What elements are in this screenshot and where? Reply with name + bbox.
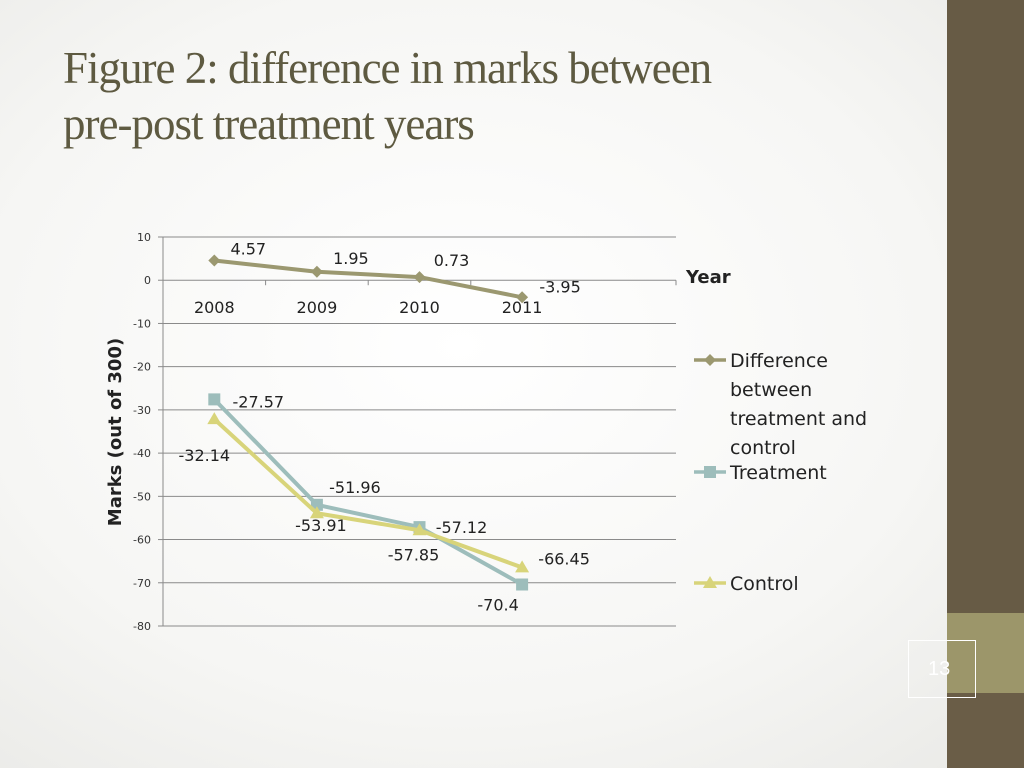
treatment-point [208, 393, 221, 406]
difference-data-label: 4.57 [230, 239, 266, 258]
slide-title-line-2: pre-post treatment years [63, 99, 475, 149]
y-tick-label: -30 [133, 404, 151, 417]
y-tick-label: -10 [133, 317, 151, 330]
difference-legend-marker [704, 354, 716, 366]
difference-legend-label: between [730, 379, 812, 401]
difference-point [208, 254, 221, 267]
treatment-data-label: -27.57 [233, 392, 285, 411]
difference-point [516, 291, 529, 304]
sidebar-decoration [947, 0, 1024, 768]
x-tick-label: 2011 [502, 298, 543, 317]
difference-series-line [214, 258, 523, 300]
y-axis-title: Marks (out of 300) [105, 338, 126, 526]
difference-legend-label: treatment and [730, 408, 867, 430]
y-tick-label: -60 [133, 534, 151, 547]
treatment-legend-label: Treatment [729, 462, 827, 484]
y-tick-label: -20 [133, 361, 151, 374]
treatment-data-label: -51.96 [329, 478, 381, 497]
sidebar-accent-band [947, 613, 1024, 693]
difference-data-label: 0.73 [434, 251, 470, 270]
x-tick-label: 2010 [399, 298, 440, 317]
y-tick-label: -80 [133, 620, 151, 633]
treatment-legend-marker [704, 466, 716, 478]
y-tick-label: 10 [137, 231, 151, 244]
x-tick-label: 2008 [194, 298, 235, 317]
difference-data-label: 1.95 [333, 249, 369, 268]
control-legend-marker [703, 576, 717, 588]
page-number-box [908, 640, 976, 698]
control-point [412, 523, 427, 536]
y-tick-label: -50 [133, 490, 151, 503]
control-point [207, 412, 222, 425]
treatment-data-label: -70.4 [477, 596, 518, 615]
treatment-point [516, 578, 529, 591]
difference-data-label: -3.95 [539, 277, 580, 296]
control-point [515, 560, 530, 573]
x-tick-label: 2009 [297, 298, 338, 317]
sidebar-top-panel [947, 0, 1024, 613]
treatment-series-line [212, 397, 524, 587]
x-axis-title: Year [685, 267, 731, 288]
y-tick-label: -40 [133, 447, 151, 460]
control-data-label: -32.14 [179, 446, 231, 465]
control-data-label: -66.45 [538, 549, 590, 568]
y-tick-label: -70 [133, 577, 151, 590]
control-point [309, 506, 324, 519]
y-tick-label: 0 [144, 274, 151, 287]
control-series-line [212, 417, 523, 570]
difference-legend-label: Difference [730, 350, 828, 372]
control-data-label: -53.91 [295, 516, 347, 535]
difference-point [310, 265, 323, 278]
control-data-label: -57.85 [388, 545, 440, 564]
difference-point [413, 271, 426, 284]
difference-legend-label: control [730, 437, 796, 459]
slide-title-line-1: Figure 2: difference in marks between [63, 43, 712, 93]
control-legend-label: Control [730, 573, 799, 595]
page-number: 13 [928, 658, 951, 680]
treatment-data-label: -57.12 [436, 518, 488, 537]
slide-title: Figure 2: difference in marks between pr… [63, 40, 923, 152]
